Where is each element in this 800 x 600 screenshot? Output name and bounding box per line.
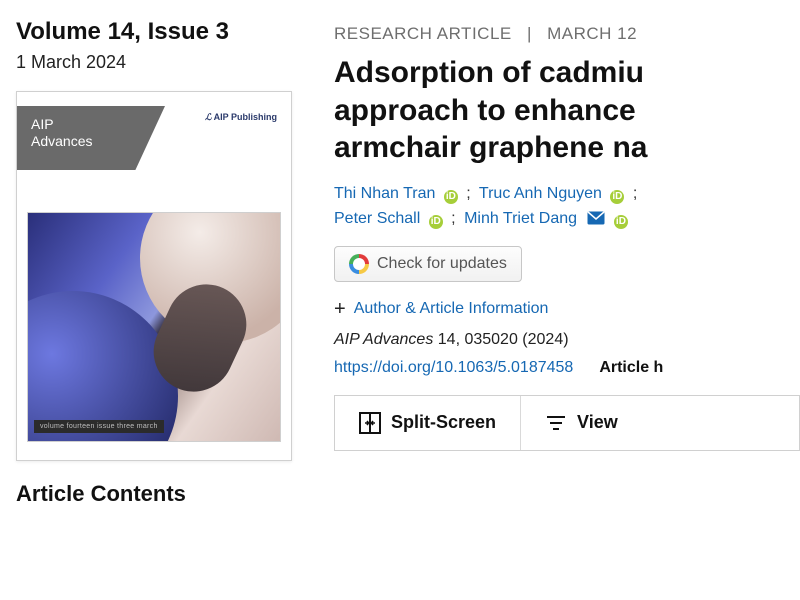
issue-date: 1 March 2024 (16, 52, 306, 73)
orcid-icon[interactable]: iD (614, 215, 628, 229)
cover-image: volume fourteen issue three march (27, 212, 281, 442)
cover-caption-strip: volume fourteen issue three march (34, 420, 164, 433)
check-for-updates-button[interactable]: Check for updates (334, 246, 522, 282)
article-contents-heading: Article Contents (16, 481, 306, 507)
article-meta-line: RESEARCH ARTICLE | MARCH 12 (334, 24, 800, 44)
article-date: MARCH 12 (547, 24, 637, 43)
author-link[interactable]: Minh Triet Dang (464, 210, 577, 227)
split-screen-icon (359, 412, 381, 434)
views-icon (545, 414, 567, 432)
article-title: Adsorption of cadmiu approach to enhance… (334, 54, 800, 167)
article-history-label: Article h (599, 359, 663, 377)
article-type: RESEARCH ARTICLE (334, 24, 512, 43)
article-action-bar: Split-Screen View (334, 395, 800, 451)
author-list: Thi Nhan Tran iD ; Truc Anh Nguyen iD ; … (334, 181, 800, 232)
split-screen-button[interactable]: Split-Screen (335, 396, 520, 450)
mail-icon[interactable] (587, 211, 605, 225)
views-button[interactable]: View (521, 396, 642, 450)
orcid-icon[interactable]: iD (429, 215, 443, 229)
plus-icon: + (334, 298, 346, 321)
cover-publisher-label: ℒ AIP Publishing (205, 112, 277, 123)
issue-cover[interactable]: AIP Advances ℒ AIP Publishing volume fou… (16, 91, 292, 461)
cover-banner: AIP Advances (17, 106, 165, 170)
author-link[interactable]: Thi Nhan Tran (334, 185, 435, 202)
author-link[interactable]: Peter Schall (334, 210, 420, 227)
cover-banner-line2: Advances (31, 133, 151, 150)
cover-banner-line1: AIP (31, 116, 151, 133)
orcid-icon[interactable]: iD (444, 190, 458, 204)
issue-volume-title: Volume 14, Issue 3 (16, 18, 306, 46)
doi-link[interactable]: https://doi.org/10.1063/5.0187458 (334, 359, 573, 377)
citation-line: AIP Advances 14, 035020 (2024) (334, 331, 800, 349)
crossmark-icon (349, 254, 369, 274)
author-info-toggle[interactable]: + Author & Article Information (334, 298, 800, 321)
author-link[interactable]: Truc Anh Nguyen (479, 185, 602, 202)
orcid-icon[interactable]: iD (610, 190, 624, 204)
